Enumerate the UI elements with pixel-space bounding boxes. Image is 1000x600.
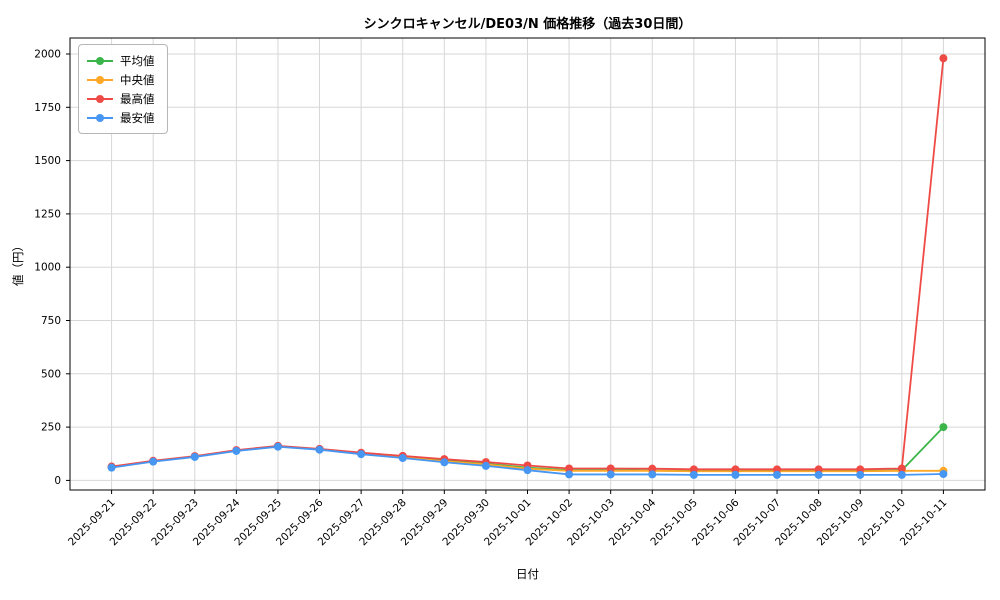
legend-marker-min (87, 113, 113, 123)
legend-label-average: 平均値 (120, 53, 155, 68)
legend-label-min: 最安値 (120, 110, 155, 125)
legend-entry-average: 平均値 (87, 51, 155, 70)
chart-title: シンクロキャンセル/DE03/N 価格推移（過去30日間） (363, 17, 692, 32)
legend-label-median: 中央値 (120, 72, 155, 87)
x-axis-label: 日付 (516, 567, 539, 581)
svg-text:1000: 1000 (34, 262, 61, 274)
y-axis-label: 値（円） (11, 240, 25, 286)
svg-text:2000: 2000 (34, 48, 61, 60)
legend-marker-max (87, 94, 113, 104)
legend-entry-min: 最安値 (87, 108, 155, 127)
svg-text:1250: 1250 (34, 208, 61, 220)
legend: 平均値 中央値 最高値 最安値 (78, 44, 168, 134)
svg-text:500: 500 (41, 368, 61, 380)
svg-text:750: 750 (41, 315, 61, 327)
legend-entry-max: 最高値 (87, 89, 155, 108)
svg-text:1500: 1500 (34, 155, 61, 167)
legend-marker-average (87, 56, 113, 66)
svg-text:1750: 1750 (34, 102, 61, 114)
legend-marker-median (87, 75, 113, 85)
svg-text:0: 0 (54, 475, 61, 487)
legend-label-max: 最高値 (120, 91, 155, 106)
svg-text:250: 250 (41, 422, 61, 434)
legend-entry-median: 中央値 (87, 70, 155, 89)
